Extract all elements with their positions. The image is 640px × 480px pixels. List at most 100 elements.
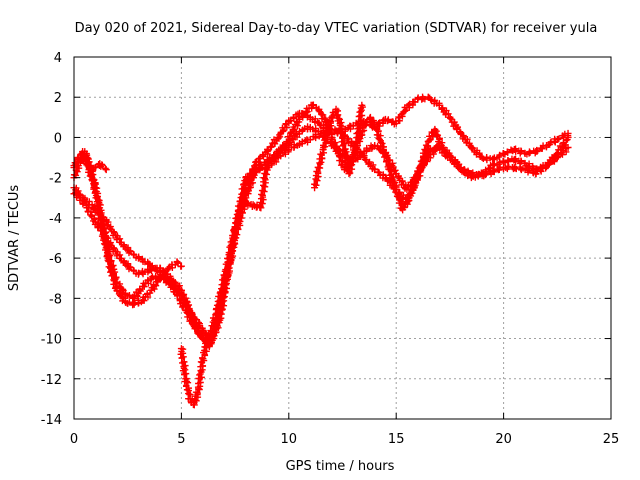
data-point-fill	[84, 160, 91, 167]
data-point	[173, 258, 181, 266]
data-point-fill	[179, 291, 187, 298]
y-tick-labels: -14 -12 -10 -8 -6 -4 -2 0 2 4	[41, 51, 62, 428]
data-point-fill	[546, 141, 553, 148]
data-point-fill	[225, 272, 232, 279]
data-point	[177, 262, 185, 270]
data-point-fill	[112, 284, 119, 291]
data-point-fill	[415, 172, 423, 180]
x-tick-labels: 0 5 10 15 20 25	[70, 432, 619, 447]
data-point-fill	[343, 155, 350, 162]
data-point-fill	[237, 194, 244, 201]
x-tick-label: 20	[495, 432, 512, 447]
data-point-fill	[81, 148, 88, 155]
data-point-fill	[445, 110, 452, 117]
data-point-fill	[97, 223, 105, 231]
data-point-fill	[92, 164, 99, 171]
data-point-fill	[270, 151, 277, 159]
y-tick-label: 2	[54, 91, 62, 106]
data-point-fill	[405, 194, 412, 201]
data-marks	[70, 93, 572, 409]
data-point-fill	[212, 329, 219, 336]
data-point-fill	[385, 116, 392, 123]
data-point-fill	[321, 136, 328, 144]
data-point-fill	[99, 162, 106, 169]
data-point-fill	[382, 158, 390, 165]
data-point-fill	[512, 158, 519, 165]
data-point-fill	[351, 143, 358, 150]
data-point-fill	[323, 130, 330, 137]
series-track-7	[238, 101, 452, 214]
data-point	[358, 101, 366, 109]
data-point-fill	[287, 117, 294, 124]
data-point-fill	[337, 161, 345, 169]
data-point-fill	[190, 401, 197, 408]
data-point-fill	[126, 299, 133, 306]
data-point-fill	[241, 177, 248, 184]
x-tick-label: 25	[603, 432, 620, 447]
data-point-fill	[94, 206, 102, 214]
data-point-fill	[71, 159, 79, 166]
data-point-fill	[438, 139, 446, 146]
data-point	[199, 355, 207, 363]
data-point-fill	[482, 171, 489, 179]
data-point-fill	[180, 303, 188, 310]
data-point-fill	[560, 140, 567, 147]
data-point-fill	[85, 159, 92, 167]
data-point-fill	[136, 286, 143, 294]
data-point-fill	[417, 158, 425, 165]
data-point-fill	[233, 211, 241, 218]
y-tick-label: -2	[49, 172, 62, 187]
data-point-fill	[231, 223, 238, 230]
data-point-fill	[349, 122, 357, 130]
data-point-fill	[312, 131, 320, 138]
data-point-fill	[230, 228, 238, 236]
data-point-fill	[337, 129, 344, 137]
data-point-fill	[322, 140, 330, 147]
data-point-fill	[140, 297, 148, 304]
data-point-fill	[534, 148, 541, 155]
data-point-fill	[525, 150, 533, 157]
data-point-fill	[161, 269, 168, 277]
y-tick-label: -4	[49, 212, 62, 227]
data-point-fill	[413, 176, 420, 184]
data-point-fill	[261, 170, 268, 177]
data-point-fill	[311, 181, 318, 188]
y-tick-label: -14	[41, 413, 62, 428]
data-point-fill	[367, 114, 374, 121]
data-point-fill	[265, 157, 272, 165]
x-tick-label: 15	[388, 432, 405, 447]
y-tick-label: -8	[49, 292, 62, 307]
data-point-fill	[555, 135, 563, 142]
data-point-fill	[174, 259, 182, 267]
data-point-fill	[108, 272, 115, 279]
data-point-fill	[311, 117, 319, 125]
data-point-fill	[181, 371, 188, 378]
data-point-fill	[225, 258, 232, 265]
data-point-fill	[244, 202, 252, 209]
y-tick-label: 4	[54, 51, 62, 66]
series-track-5	[70, 148, 110, 174]
data-point-fill	[258, 187, 266, 194]
data-point-fill	[362, 156, 370, 164]
data-point-fill	[388, 175, 395, 182]
data-point-fill	[96, 211, 104, 218]
data-point-fill	[141, 283, 148, 290]
data-point-fill	[220, 297, 228, 305]
data-point-fill	[307, 136, 314, 143]
axis-ticks	[73, 56, 612, 420]
data-point-fill	[226, 267, 233, 275]
data-point	[444, 154, 452, 162]
data-point-fill	[447, 115, 454, 122]
data-point-fill	[317, 150, 324, 158]
y-tick-label: -12	[41, 373, 62, 388]
data-point-fill	[89, 177, 96, 185]
data-point-fill	[518, 158, 525, 165]
data-point-fill	[460, 132, 467, 139]
data-point-fill	[267, 143, 274, 151]
data-point-fill	[469, 144, 477, 152]
data-point-fill	[85, 204, 93, 211]
data-point-fill	[256, 155, 264, 162]
data-point-fill	[130, 250, 137, 258]
data-point-fill	[107, 269, 114, 276]
